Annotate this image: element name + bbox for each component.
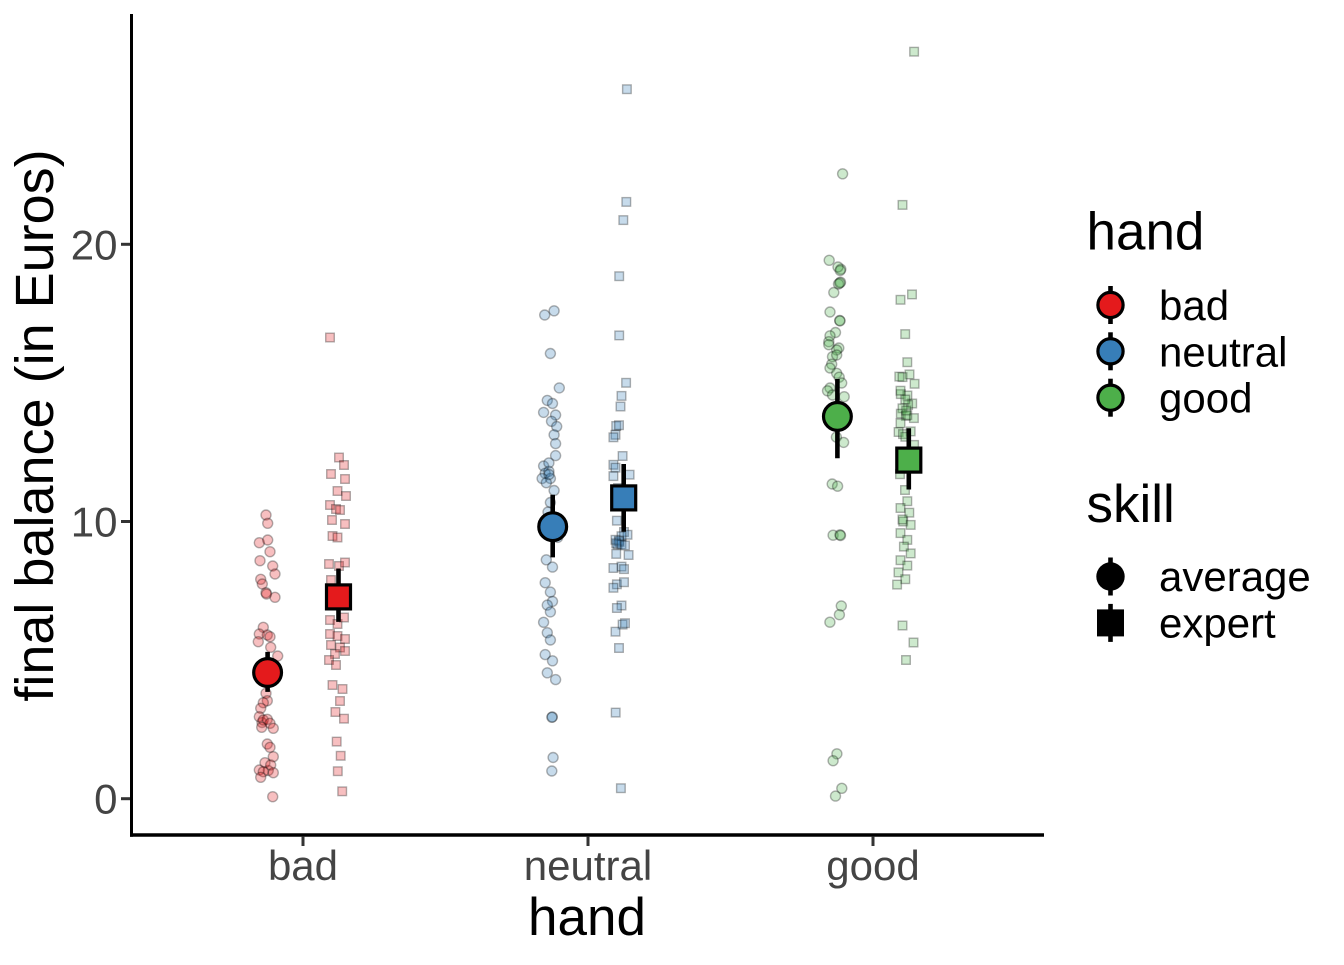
svg-text:final balance (in Euros): final balance (in Euros) xyxy=(5,149,65,701)
svg-text:expert: expert xyxy=(1159,600,1276,647)
svg-text:good: good xyxy=(1159,375,1252,422)
svg-text:bad: bad xyxy=(268,842,338,889)
svg-text:0: 0 xyxy=(94,776,117,823)
svg-text:neutral: neutral xyxy=(1159,328,1287,375)
svg-text:good: good xyxy=(826,842,919,889)
svg-text:10: 10 xyxy=(71,499,118,546)
svg-text:20: 20 xyxy=(71,221,118,268)
svg-text:hand: hand xyxy=(528,888,646,947)
svg-text:bad: bad xyxy=(1159,282,1229,329)
svg-text:neutral: neutral xyxy=(524,842,652,889)
svg-text:skill: skill xyxy=(1087,475,1175,534)
svg-text:hand: hand xyxy=(1087,203,1205,262)
svg-text:average: average xyxy=(1159,553,1311,600)
